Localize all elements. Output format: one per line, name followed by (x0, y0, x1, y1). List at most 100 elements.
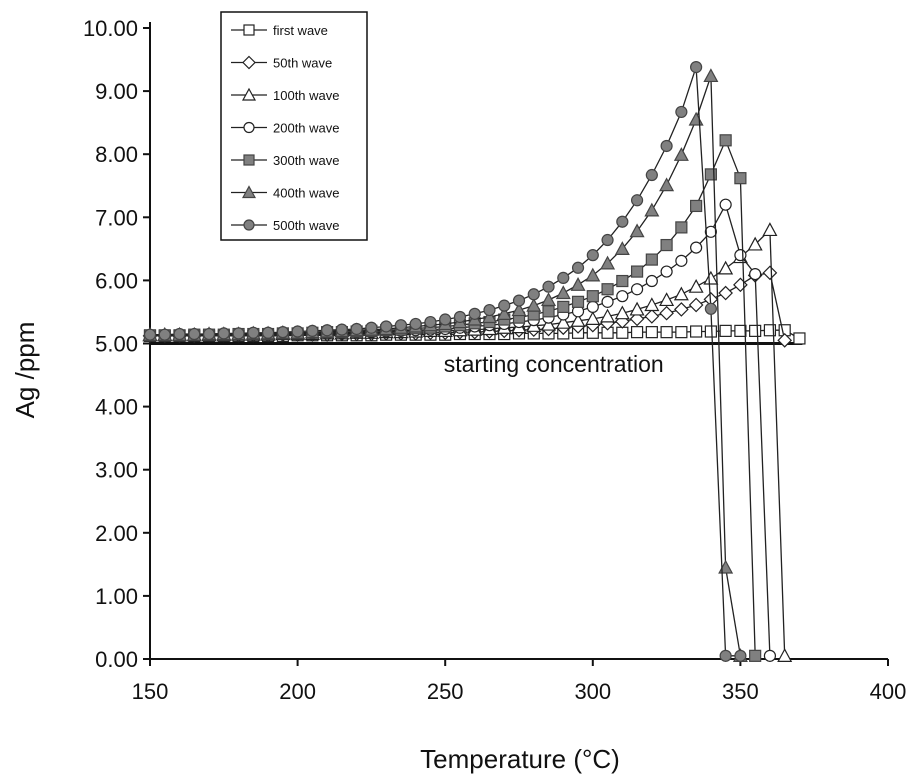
data-point (793, 332, 806, 345)
data-point (718, 260, 734, 275)
data-point (143, 328, 157, 341)
legend-marker (243, 154, 255, 166)
data-point (688, 278, 704, 293)
data-point (660, 265, 673, 278)
data-point (704, 168, 717, 181)
data-point (616, 290, 629, 303)
data-point (644, 309, 660, 324)
legend-marker (241, 87, 257, 101)
data-point (630, 326, 644, 339)
data-point (675, 326, 688, 339)
legend-marker (242, 55, 256, 70)
data-point (777, 332, 793, 348)
data-point (586, 300, 599, 314)
data-point (629, 311, 645, 327)
data-point (585, 267, 601, 282)
data-point (659, 177, 675, 192)
data-point (601, 295, 614, 308)
data-point (733, 277, 748, 293)
y-tick-label: 4.00 (95, 395, 138, 420)
data-point (630, 194, 644, 207)
data-point (571, 261, 585, 274)
data-point (673, 286, 689, 301)
data-point (188, 327, 201, 341)
data-point (645, 253, 658, 266)
legend: first wave 50th wave 100th wave 200th wave 3… (220, 11, 368, 241)
data-point (217, 327, 230, 340)
x-tick-label: 350 (722, 679, 759, 704)
data-point (749, 649, 762, 662)
data-point (481, 309, 497, 324)
data-point (570, 277, 586, 291)
data-point (690, 241, 703, 254)
data-point (673, 147, 689, 161)
data-point (542, 305, 555, 318)
series-line (150, 203, 771, 656)
data-point (601, 233, 614, 247)
y-tick-label: 6.00 (95, 268, 138, 293)
data-point (306, 324, 319, 337)
data-point (247, 326, 260, 339)
data-point (734, 249, 747, 262)
data-point (614, 241, 630, 255)
data-point (629, 223, 645, 238)
data-point (719, 649, 732, 662)
data-point (747, 236, 763, 251)
legend-marker (243, 24, 255, 36)
data-point (749, 267, 762, 281)
data-point (777, 648, 793, 662)
data-point (512, 294, 526, 307)
data-point (527, 288, 540, 301)
y-tick-label: 1.00 (95, 584, 138, 609)
data-point (511, 302, 527, 317)
data-point (675, 105, 688, 119)
data-point (719, 134, 732, 147)
data-point (734, 649, 747, 662)
data-point (690, 61, 703, 74)
data-point (675, 254, 688, 267)
data-point (674, 302, 689, 317)
y-tick-label: 0.00 (95, 647, 138, 672)
y-tick-label: 9.00 (95, 79, 138, 104)
series-layer (142, 61, 806, 662)
data-point (350, 322, 363, 336)
data-point (498, 299, 511, 312)
data-point (704, 225, 717, 238)
data-point (660, 326, 673, 339)
series-100th-wave (142, 222, 793, 662)
legend-label: first wave (273, 23, 328, 38)
data-point (660, 238, 673, 252)
data-point (570, 313, 586, 327)
legend-label: 500th wave (273, 218, 340, 233)
data-point (158, 328, 171, 341)
x-tick-label: 150 (132, 679, 169, 704)
data-point (719, 324, 732, 337)
data-point (555, 285, 571, 300)
x-tick-label: 300 (574, 679, 611, 704)
legend-label: 200th wave (273, 121, 340, 136)
data-point (526, 297, 542, 312)
data-point (763, 649, 777, 662)
data-point (704, 325, 717, 338)
data-point (688, 111, 704, 126)
series-500th-wave (143, 61, 747, 662)
data-point (541, 316, 557, 331)
series-line (150, 228, 786, 656)
data-point (719, 198, 732, 211)
data-point (690, 199, 703, 213)
x-tick-label: 400 (870, 679, 907, 704)
legend-label: 400th wave (273, 186, 340, 201)
data-point (365, 321, 378, 334)
data-point (541, 292, 557, 307)
data-point (659, 305, 674, 321)
data-point (586, 290, 599, 303)
data-point (380, 320, 393, 333)
data-point (232, 327, 245, 340)
y-tick-label: 3.00 (95, 458, 138, 483)
data-point (659, 292, 675, 307)
data-point (557, 300, 570, 314)
data-point (291, 325, 304, 338)
data-point (703, 68, 719, 83)
x-axis-title: Temperature (°C) (420, 744, 620, 774)
data-point (571, 295, 585, 308)
